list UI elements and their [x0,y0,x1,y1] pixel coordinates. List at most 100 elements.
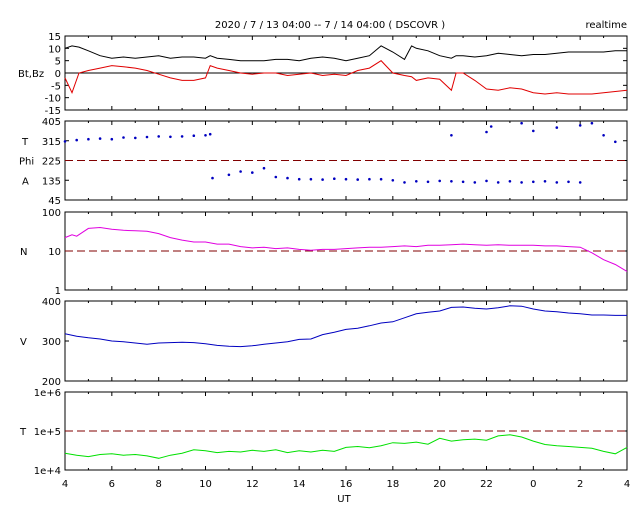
speed-y-tick-label: 300 [42,337,61,348]
angles-phi-point [379,177,383,181]
angles-phi-point [356,178,360,181]
angles-phi-point [543,180,547,183]
x-tick-label: 2 [577,479,583,490]
angles-theta-point [169,135,172,139]
angles-phi-point [496,181,500,184]
magnetic-field-series-bt [64,45,627,62]
angles-phi-point [321,178,324,181]
angles-theta-late-point [520,121,523,125]
angles-ylabel-bottom: A [22,176,29,187]
temperature-ylabel: T [19,427,27,438]
density-ylabel: N [20,247,27,258]
x-tick-label: 10 [199,479,212,490]
angles-phi-point [567,180,570,184]
angles-phi-point [227,173,231,177]
angles-phi-point [309,177,313,181]
temperature-y-tick-label: 1e+6 [34,388,61,399]
x-tick-label: 8 [155,479,161,490]
angles-phi-point [415,180,418,183]
magnetic-field-y-tick-label: -15 [45,106,61,117]
angles-theta-point [122,136,125,139]
angles-theta-point [208,132,212,136]
angles-theta-point [192,134,196,137]
angles-theta-point [98,137,102,140]
angles-phi-point [251,171,254,174]
angles-y-tick-label: 135 [42,176,61,187]
angles-theta-point [134,136,137,140]
angles-y-tick-label: 225 [42,157,61,168]
x-tick-label: 4 [624,479,630,490]
angles-theta-late-point [602,134,605,137]
x-tick-label: 16 [340,479,353,490]
angles-phi-point [532,180,535,184]
angles-theta-late-point [532,129,535,133]
angles-phi-point [438,179,442,183]
x-tick-label: 18 [386,479,399,490]
angles-phi-point [508,180,512,183]
angles-phi-point [391,179,395,182]
density-series [64,226,628,272]
angles-y-tick-label: 45 [48,196,61,207]
speed-y-tick-label: 400 [42,297,61,308]
density-y-tick-label: 10 [48,247,61,258]
angles-phi-point [473,181,477,184]
x-tick-label: 20 [433,479,446,490]
angles-phi-point [274,175,278,179]
angles-y-tick-label: 315 [42,137,61,148]
magnetic-field-y-tick-label: -10 [45,94,61,105]
magnetic-field-series-bz [64,60,628,95]
temperature-series [64,434,628,459]
density-y-tick-label: 1 [55,286,61,297]
angles-phi-point [555,181,559,184]
angles-theta-point [180,135,184,138]
x-axis-label: UT [337,494,351,505]
angles-theta-point [145,135,149,139]
speed-series [64,305,627,348]
angles-phi-point [578,181,582,184]
angles-phi-point [211,176,214,180]
angles-phi-point [450,180,453,183]
angles-phi-point [485,179,488,183]
angles-theta-late-point [450,134,453,137]
magnetic-field-y-tick-label: 5 [55,57,61,68]
angles-ylabel-top: T [21,137,29,148]
x-tick-label: 22 [480,479,493,490]
angles-phi-point [262,166,266,170]
angles-phi-point [344,177,348,181]
angles-ylabel-mid: Phi [19,157,34,168]
angles-theta-point [87,137,90,141]
angles-y-tick-label: 405 [42,117,61,128]
angles-theta-point [157,135,160,138]
angles-theta-point [110,137,114,141]
angles-theta-point [63,140,67,143]
magnetic-field-y-tick-label: 15 [48,32,61,43]
angles-phi-point [239,170,242,173]
angles-theta-late-point [578,124,582,127]
magnetic-field-ylabel: Bt,Bz [18,69,44,80]
angles-theta-late-point [485,130,488,134]
angles-theta-late-point [590,121,594,125]
temperature-y-tick-label: 1e+5 [34,427,61,438]
angles-theta-late-point [614,140,617,144]
angles-theta-late-point [489,125,493,128]
x-tick-label: 0 [530,479,536,490]
temperature-y-tick-label: 1e+4 [34,466,61,477]
magnetic-field-y-tick-label: -5 [51,81,61,92]
density-y-tick-label: 100 [42,208,61,219]
angles-phi-point [520,181,523,184]
magnetic-field-y-tick-label: 10 [48,44,61,55]
angles-phi-point [297,177,301,181]
angles-phi-point [333,177,336,180]
magnetic-field-y-tick-label: 0 [55,69,61,80]
angles-theta-point [75,138,78,142]
angles-phi-point [403,181,406,184]
speed-ylabel: V [20,337,27,348]
angles-theta-point [204,134,207,137]
x-tick-label: 12 [246,479,259,490]
speed-y-tick-label: 200 [42,377,61,388]
speed-panel-frame [64,300,628,382]
x-tick-label: 4 [62,479,68,490]
x-tick-label: 6 [109,479,115,490]
angles-theta-late-point [555,126,559,129]
